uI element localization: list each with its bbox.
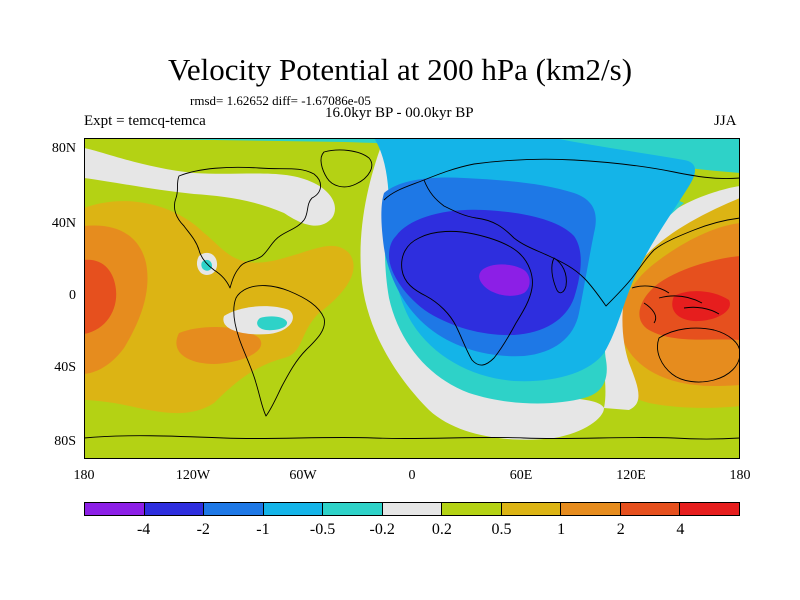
lon-label-0: 0: [408, 468, 416, 483]
legend-color-box: [144, 503, 205, 515]
coast-north-america: [173, 166, 321, 289]
legend-color-box: [323, 503, 383, 515]
legend-color-box: [382, 503, 443, 515]
legend-label: 1: [557, 521, 566, 538]
lat-label-0: 0: [69, 288, 76, 303]
coast-europe-asia: [383, 158, 740, 307]
color-legend-bar: [84, 502, 740, 516]
legend-label: 0.2: [431, 521, 452, 538]
coast-greenland: [320, 149, 373, 188]
map-panel: [84, 138, 740, 459]
stats-text: rmsd= 1.62652 diff= -1.67086e-05: [190, 93, 371, 108]
field-1-2-se-pacific: [176, 326, 262, 364]
legend-color-box: [204, 503, 264, 515]
coast-africa: [401, 230, 533, 366]
plot-title: Velocity Potential at 200 hPa (km2/s): [167, 52, 633, 87]
coast-maritime-islands: [631, 285, 720, 324]
field-2-4-central-pacific: [84, 259, 117, 334]
coast-india-peninsula: [551, 257, 567, 294]
field-gt4-maritime: [672, 291, 730, 322]
period-label: 16.0kyr BP - 00.0kyr BP: [325, 105, 474, 121]
lat-label-40s: 40S: [54, 360, 76, 375]
legend-label: -0.2: [369, 521, 395, 538]
map-frame: [84, 138, 740, 459]
lon-label-120e: 120E: [616, 468, 646, 483]
legend-color-box: [680, 503, 740, 515]
legend-label: -2: [196, 521, 210, 538]
velocity-potential-map: [84, 138, 740, 459]
legend-color-box: [501, 503, 562, 515]
experiment-label: Expt = temcq-temca: [84, 113, 206, 129]
legend-color-box: [442, 503, 502, 515]
coast-antarctica: [84, 435, 740, 440]
legend-color-box: [561, 503, 621, 515]
coast-south-america: [233, 285, 325, 417]
legend-label: -4: [136, 521, 151, 538]
field-neutral-arctic: [84, 148, 335, 226]
coast-australia: [657, 327, 740, 383]
season-label: JJA: [714, 113, 737, 129]
legend-color-box: [85, 503, 145, 515]
lon-label-60e: 60E: [509, 468, 533, 483]
field-0.5-1-pacific: [84, 201, 354, 414]
lat-label-80n: 80N: [51, 141, 76, 156]
coastlines: [84, 149, 740, 440]
field-neutral-south-indian: [602, 186, 740, 410]
lat-label-40n: 40N: [51, 216, 76, 231]
legend-label: 0.5: [491, 521, 512, 538]
field-neg-0.2-0.5-caribbean: [201, 259, 212, 271]
legend-label: 2: [616, 521, 625, 538]
legend-label: -0.5: [309, 521, 336, 538]
lon-label-180w: 180: [73, 468, 95, 483]
field-lt-neg4: [479, 264, 530, 296]
lon-label-180e: 180: [729, 468, 751, 483]
field-neg-0.2-0.5-sa-cell: [257, 316, 288, 331]
legend-color-box: [620, 503, 681, 515]
legend-color-box: [263, 503, 324, 515]
lon-label-120w: 120W: [175, 468, 211, 483]
lon-label-60w: 60W: [289, 468, 317, 483]
legend-label: 4: [676, 521, 685, 538]
legend-label: -1: [256, 521, 270, 538]
lat-label-80s: 80S: [54, 434, 76, 449]
